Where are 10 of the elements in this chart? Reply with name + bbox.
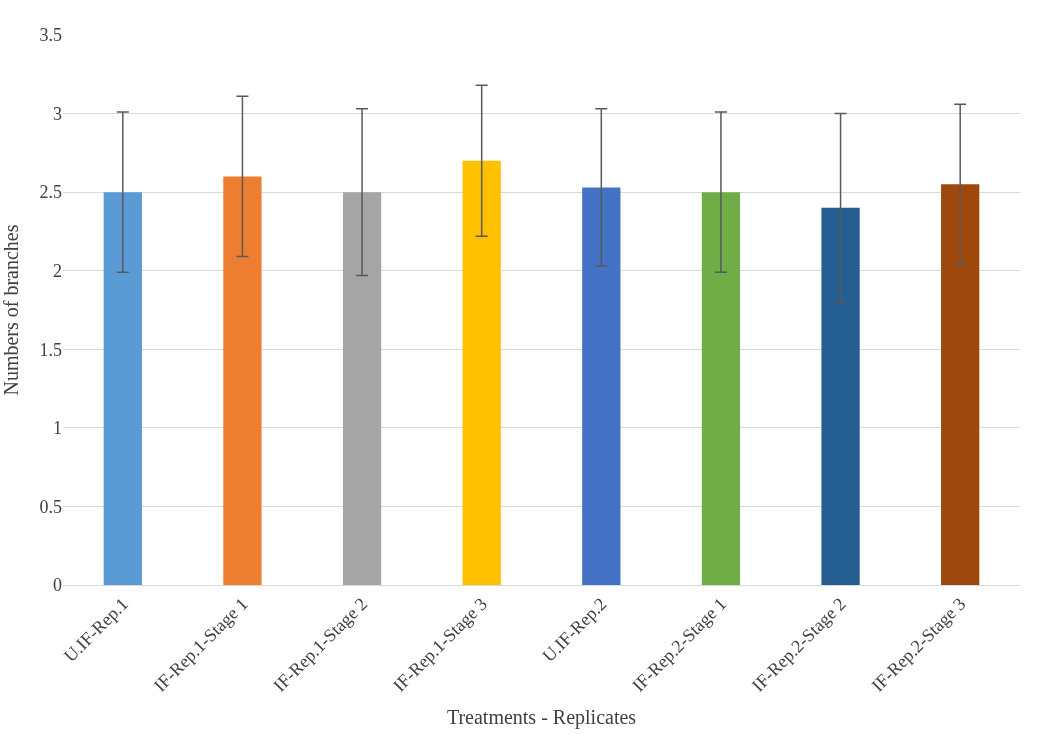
y-tick-label: 3 [53, 103, 62, 124]
y-tick-label: 0.5 [39, 496, 62, 517]
y-tick-label: 3.5 [39, 25, 62, 46]
y-tick-label: 0 [53, 575, 62, 596]
x-axis-title: Treatments - Replicates [446, 706, 637, 730]
y-tick-label: 2.5 [39, 182, 62, 203]
y-tick-label: 1 [53, 418, 62, 439]
y-tick-label: 1.5 [39, 339, 62, 360]
y-axis-title: Numbers of branches [0, 224, 22, 396]
y-tick-label: 2 [53, 261, 62, 282]
